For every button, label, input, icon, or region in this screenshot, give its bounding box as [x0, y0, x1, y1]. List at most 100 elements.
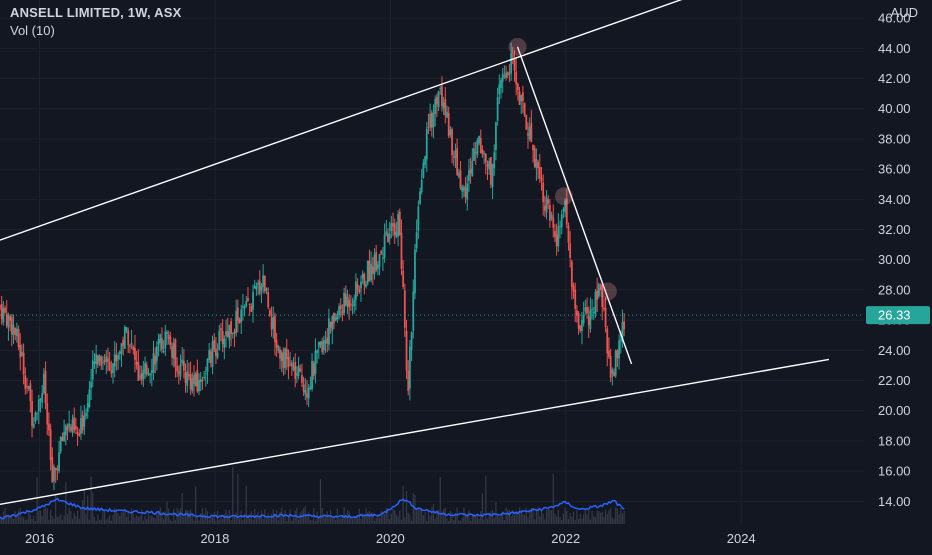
volume-bar: [319, 479, 322, 524]
volume-bar: [152, 517, 155, 524]
candle-up: [420, 179, 423, 193]
candle-up: [155, 346, 158, 362]
volume-bar: [564, 507, 566, 524]
candle-down: [110, 370, 113, 374]
x-tick-label: 2022: [551, 531, 580, 546]
candle-up: [211, 341, 214, 367]
candle-down: [193, 375, 195, 384]
candle-down: [299, 368, 302, 372]
volume-bar: [537, 507, 539, 524]
volume-bar: [267, 513, 269, 524]
candle-down: [344, 293, 347, 306]
candle-down: [248, 304, 251, 306]
candle-up: [93, 361, 96, 364]
volume-bar: [615, 507, 617, 524]
volume-bar: [39, 510, 42, 524]
volume-bar: [603, 516, 605, 524]
volume-bar: [574, 520, 576, 524]
candle-down: [9, 316, 12, 321]
candle-up: [419, 191, 421, 204]
candle-up: [594, 291, 597, 314]
candle-up: [373, 254, 376, 275]
candle-up: [397, 214, 399, 236]
candle-down: [554, 230, 556, 237]
candle-up: [409, 346, 411, 389]
volume-bar: [232, 466, 234, 524]
candle-up: [471, 160, 474, 177]
volume-bar: [421, 508, 423, 524]
candle-up: [425, 129, 428, 160]
price-axis-panel[interactable]: [864, 0, 932, 550]
volume-bar: [412, 493, 414, 524]
candle-down: [333, 312, 335, 324]
volume-bar: [48, 519, 50, 524]
volume-bar: [85, 513, 87, 524]
candle-up: [120, 343, 123, 354]
candle-down: [176, 365, 179, 372]
volume-bar: [394, 509, 396, 524]
volume-bar: [168, 508, 170, 524]
upper-channel-line[interactable]: [0, 0, 697, 241]
volume-bar: [437, 509, 440, 524]
candle-down: [549, 205, 551, 221]
candle-down: [220, 328, 222, 331]
candle-up: [478, 135, 480, 144]
candle-up: [295, 373, 298, 376]
volume-bar: [584, 509, 586, 524]
candle-up: [91, 360, 94, 380]
volume-bar: [262, 519, 264, 524]
volume-bar: [547, 508, 549, 524]
volume-bar: [353, 516, 355, 524]
candle-down: [100, 356, 103, 366]
candle-up: [528, 126, 531, 140]
symbol-title[interactable]: ANSELL LIMITED, 1W, ASX: [10, 5, 182, 20]
volume-bar: [581, 518, 583, 524]
y-tick-label: 40.00: [878, 101, 911, 116]
candle-up: [382, 257, 384, 259]
candle-up: [255, 285, 258, 289]
lower-channel-line[interactable]: [0, 358, 830, 506]
volume-bar: [515, 512, 517, 524]
volume-indicator-label[interactable]: Vol (10): [10, 23, 55, 38]
candle-up: [265, 288, 268, 291]
candle-up: [535, 159, 538, 168]
volume-bar: [429, 516, 431, 524]
volume-bar: [24, 519, 26, 524]
volume-bar: [443, 508, 445, 524]
candle-up: [376, 264, 379, 270]
candle-up: [355, 281, 357, 300]
candle-up: [277, 346, 280, 351]
candle-up: [172, 343, 175, 359]
currency-label: AUD: [890, 5, 918, 20]
volume-bar: [446, 518, 448, 524]
candle-up: [105, 356, 108, 363]
volume-bar: [377, 513, 379, 524]
last-price-badge[interactable]: [866, 306, 930, 325]
candle-down: [400, 232, 403, 269]
volume-bar: [419, 508, 421, 524]
candle-down: [188, 373, 190, 377]
candle-up: [243, 306, 246, 309]
candle-up: [351, 304, 354, 307]
candle-down: [527, 133, 529, 136]
volume-bar: [588, 509, 590, 524]
candle-up: [434, 99, 437, 114]
candle-down: [380, 250, 383, 255]
candle-down: [171, 346, 173, 358]
volume-bar: [583, 513, 585, 524]
volume-bar: [567, 519, 570, 524]
volume-bar: [76, 510, 79, 524]
volume-bar: [38, 510, 40, 524]
candle-up: [225, 331, 227, 336]
candle-down: [221, 331, 224, 344]
candle-up: [252, 292, 254, 310]
volume-bar: [397, 516, 399, 524]
volume-bar: [350, 515, 352, 524]
volume-bar: [75, 516, 77, 524]
last-price-label: 26.33: [878, 308, 911, 323]
volume-bar: [345, 516, 347, 524]
descending-resistance-line[interactable]: [516, 46, 633, 365]
candle-up: [619, 339, 622, 341]
